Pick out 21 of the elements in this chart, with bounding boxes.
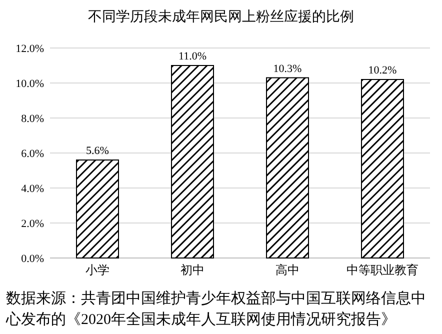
x-tick-label: 高中: [276, 263, 300, 277]
x-tick-label: 中等职业教育: [346, 263, 418, 277]
data-label: 10.2%: [368, 64, 397, 76]
y-tick-label: 6.0%: [21, 148, 44, 160]
data-label: 5.6%: [86, 145, 109, 157]
y-tick-label: 8.0%: [21, 113, 44, 125]
bar: [171, 65, 214, 258]
source-note: 数据来源：共青团中国维护青少年权益部与中国互联网络信息中心发布的《2020年全国未成年人互联网使用情况研究报告》: [5, 290, 426, 328]
bar: [361, 79, 404, 258]
y-tick-label: 10.0%: [16, 78, 44, 90]
chart-title: 不同学历段未成年网民网上粉丝应援的比例: [88, 9, 354, 25]
y-tick-label: 0.0%: [21, 253, 44, 265]
x-tick-label: 小学: [86, 263, 110, 277]
data-label: 11.0%: [178, 50, 207, 62]
y-tick-label: 2.0%: [21, 218, 44, 230]
x-tick-label: 初中: [180, 263, 204, 277]
bar: [76, 160, 119, 258]
y-tick-label: 4.0%: [21, 183, 44, 195]
data-label: 10.3%: [273, 62, 302, 75]
y-tick-label: 12.0%: [16, 43, 44, 55]
bar: [266, 77, 309, 258]
